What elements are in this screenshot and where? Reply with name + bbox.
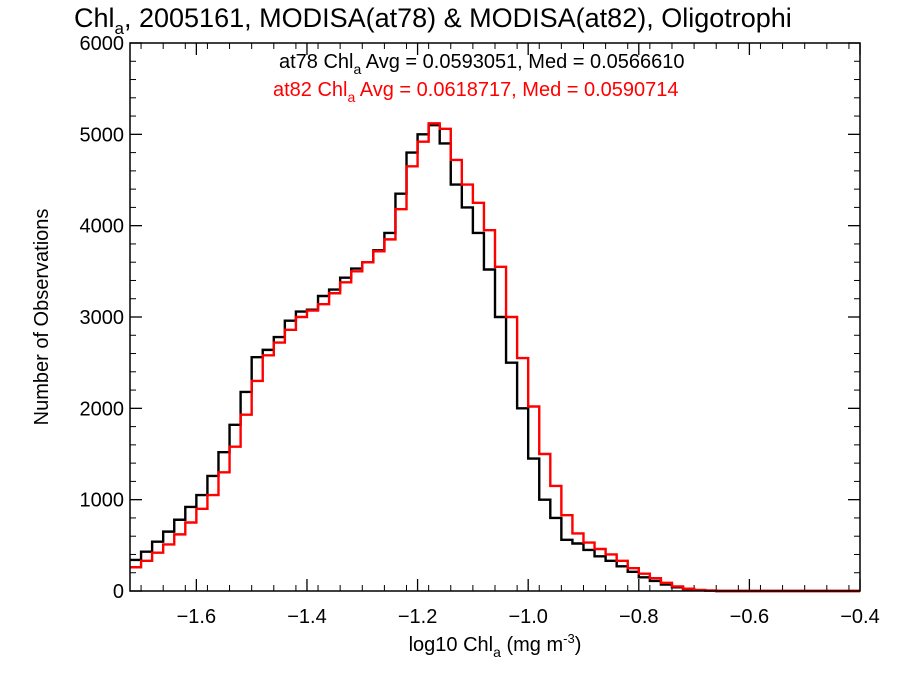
xlabel-mid: (mg m xyxy=(501,634,563,656)
tick-labels: −1.6 −1.4 −1.2 −1.0 −0.8 −0.6 −0.4 0 1000 2000 300… xyxy=(80,33,880,628)
annotation-at82-rest: Avg = 0.0618717, Med = 0.0590714 xyxy=(355,79,678,101)
x-axis-title: log10 Chla (mg m-3) xyxy=(409,631,582,660)
y-tick-label: 3000 xyxy=(80,307,125,329)
title-rest: , 2005161, MODISA(at78) & MODISA(at82), … xyxy=(124,3,792,33)
y-tick-label: 0 xyxy=(113,581,124,603)
series-at82-line xyxy=(130,122,860,593)
x-tick-label: −1.6 xyxy=(177,606,216,628)
y-tick-label: 5000 xyxy=(80,124,125,146)
annotation-at78-rest: Avg = 0.0593051, Med = 0.0566610 xyxy=(361,51,684,73)
xlabel-end: ) xyxy=(575,634,582,656)
x-tick-label: −1.2 xyxy=(398,606,437,628)
chart-title: Chla, 2005161, MODISA(at78) & MODISA(at8… xyxy=(74,3,792,38)
annotation-at82-prefix: at82 Chl xyxy=(273,79,348,101)
y-tick-label: 4000 xyxy=(80,216,125,238)
series-at78-line xyxy=(130,124,860,593)
x-tick-label: −1.0 xyxy=(508,606,547,628)
y-tick-label: 6000 xyxy=(80,33,125,55)
title-subscript: a xyxy=(115,19,125,38)
series-layer xyxy=(130,122,860,593)
y-axis-title: Number of Observations xyxy=(31,209,53,426)
x-tick-label: −0.6 xyxy=(730,606,769,628)
annotation-at82-subscript: a xyxy=(348,89,356,105)
xlabel-subscript: a xyxy=(493,644,501,660)
x-tick-label: −1.4 xyxy=(287,606,326,628)
title-prefix: Chl xyxy=(74,3,115,33)
annotation-at78-prefix: at78 Chl xyxy=(279,51,354,73)
annotation-at82: at82 Chla Avg = 0.0618717, Med = 0.05907… xyxy=(273,79,679,105)
xlabel-prefix: log10 Chl xyxy=(409,634,494,656)
annotation-at78: at78 Chla Avg = 0.0593051, Med = 0.05666… xyxy=(279,51,685,77)
y-tick-label: 1000 xyxy=(80,490,125,512)
plot-frame xyxy=(129,42,861,592)
y-tick-label: 2000 xyxy=(80,398,125,420)
xlabel-superscript: -3 xyxy=(563,631,575,646)
annotation-at78-subscript: a xyxy=(354,61,362,77)
x-tick-label: −0.8 xyxy=(619,606,658,628)
x-tick-label: −0.4 xyxy=(840,606,879,628)
